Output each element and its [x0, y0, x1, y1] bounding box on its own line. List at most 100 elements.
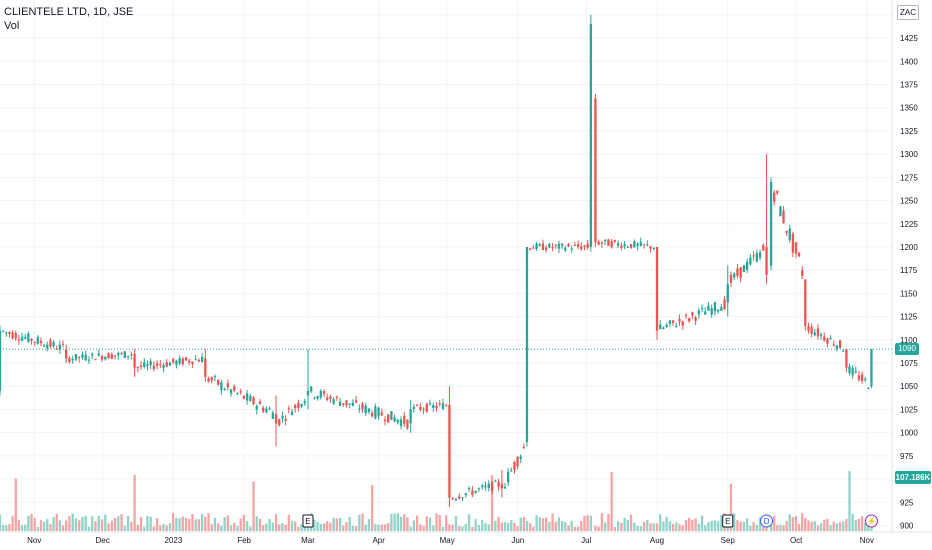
y-tick-label: 925: [900, 498, 914, 507]
candle-body: [769, 181, 773, 266]
currency-unit-badge[interactable]: ZAC: [897, 5, 919, 20]
candle-body: [551, 246, 554, 248]
volume-bar: [720, 515, 723, 531]
candle-body: [78, 356, 81, 358]
y-tick-label: 1325: [900, 127, 918, 136]
y-tick-label: 1425: [900, 34, 918, 43]
volume-bar: [752, 522, 755, 531]
candle-body: [541, 243, 545, 251]
volume-bar: [487, 524, 490, 531]
candle-body: [213, 376, 217, 378]
volume-bar: [113, 518, 117, 531]
volume-bar: [36, 526, 39, 531]
volume-bar: [458, 526, 461, 531]
volume-bar: [242, 514, 246, 531]
volume-bar: [838, 522, 842, 531]
symbol-title[interactable]: CLIENTELE LTD, 1D, JSE: [4, 6, 134, 18]
candle-body: [867, 387, 870, 389]
volume-bar: [377, 524, 380, 531]
volume-bar: [826, 518, 829, 531]
candle-body: [107, 353, 110, 359]
candle-body: [406, 419, 409, 429]
x-tick-label: Aug: [650, 536, 664, 545]
volume-bar: [529, 523, 532, 531]
volume-bar: [490, 475, 494, 531]
event-label: E: [305, 517, 310, 526]
volume-bar: [172, 513, 175, 531]
candle-body: [364, 405, 367, 414]
volume-bar: [600, 513, 604, 531]
y-tick-label: 1000: [900, 429, 918, 438]
candle-body: [271, 412, 274, 419]
volume-bar: [626, 519, 629, 531]
volume-bar: [801, 513, 804, 531]
volume-bar: [223, 517, 226, 531]
candle-body: [835, 345, 839, 349]
volume-bar: [84, 515, 87, 531]
candle-body: [55, 348, 58, 350]
volume-bar: [42, 521, 46, 531]
candle-body: [745, 262, 749, 270]
volume-bar: [91, 516, 94, 531]
candle-body: [720, 307, 723, 311]
candle-body: [226, 383, 229, 388]
candle-body: [736, 268, 739, 276]
candle-body: [688, 318, 691, 322]
volume-bar: [97, 515, 100, 531]
volume-bar: [435, 513, 438, 531]
volume-bar: [467, 514, 471, 531]
candle-body: [117, 352, 120, 356]
volume-bar: [819, 523, 823, 531]
candle-body: [223, 388, 226, 390]
price-axis[interactable]: 9009259509751000102510501075110011251150…: [900, 11, 918, 531]
volume-bar: [604, 522, 607, 531]
candle-body: [535, 243, 538, 249]
volume-bar: [610, 471, 613, 531]
candle-body: [691, 312, 694, 316]
volume-bar: [668, 521, 672, 531]
volume-bar: [383, 524, 387, 531]
volume-bar: [14, 478, 17, 531]
candle-body: [819, 334, 823, 336]
candle-body: [300, 404, 303, 407]
candle-body: [842, 350, 845, 352]
volume-bar: [332, 518, 335, 531]
candle-body: [242, 395, 246, 399]
volume-bar: [226, 515, 229, 531]
candle-body: [600, 242, 604, 244]
y-tick-label: 1375: [900, 80, 918, 89]
candle-body: [723, 299, 726, 310]
candle-body: [194, 359, 197, 361]
candle-body: [681, 321, 684, 326]
candle-body: [755, 253, 758, 262]
volume-bar: [583, 515, 586, 531]
candle-body: [319, 391, 322, 398]
candle-body: [17, 339, 21, 341]
volume-bar: [739, 521, 742, 531]
candle-body: [804, 279, 807, 326]
volume-indicator-label[interactable]: Vol: [4, 20, 20, 32]
candle-body: [454, 499, 458, 501]
volume-bar: [461, 526, 464, 531]
candle-body: [36, 337, 39, 344]
volume-bar: [432, 525, 435, 531]
candle-body: [351, 402, 355, 406]
volume-bar: [345, 522, 348, 531]
candle-body: [557, 243, 561, 249]
candle-body: [367, 408, 371, 413]
volume-bar: [390, 513, 393, 531]
candle-body: [857, 375, 861, 380]
volume-bar: [597, 526, 600, 531]
event-label: ⚡: [866, 516, 876, 526]
candle-body: [233, 386, 236, 391]
event-label: E: [725, 517, 730, 526]
y-tick-label: 1175: [900, 266, 918, 275]
candle-body: [616, 243, 620, 246]
candle-body: [697, 310, 700, 315]
volume-bar: [351, 525, 355, 531]
candle-body: [165, 362, 168, 367]
time-axis[interactable]: Nov Dec 2023 Feb Mar Apr May Jun Jul Aug Sep Oct Nov: [27, 536, 874, 545]
candle-body: [399, 419, 403, 427]
volume-bar: [854, 519, 857, 531]
